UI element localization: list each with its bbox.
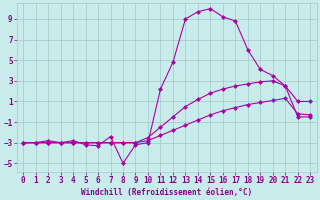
X-axis label: Windchill (Refroidissement éolien,°C): Windchill (Refroidissement éolien,°C) [81,188,252,197]
